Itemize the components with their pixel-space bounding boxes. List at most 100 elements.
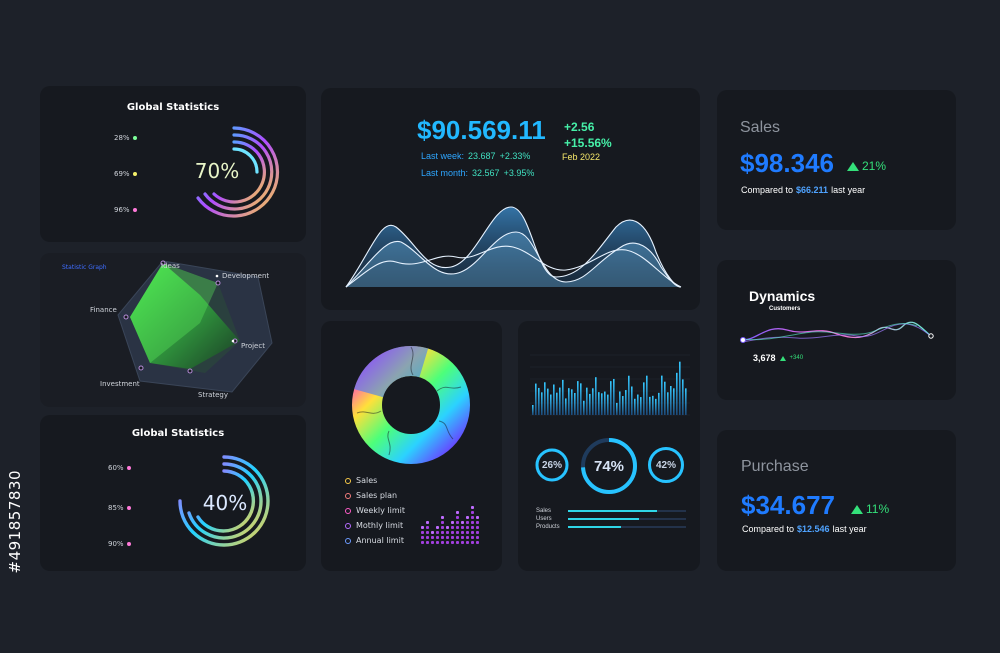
gauge-74: [581, 438, 637, 494]
matrix-dot: [476, 541, 479, 544]
bar: [628, 375, 630, 415]
bar: [571, 389, 573, 415]
matrix-dot: [451, 541, 454, 544]
bar: [637, 394, 639, 415]
radar-axis-label: Finance: [90, 306, 117, 314]
bar: [538, 387, 540, 415]
legend-item: Annual limit: [345, 533, 405, 548]
bar: [601, 393, 603, 415]
bar: [673, 388, 675, 415]
progress-row: Products: [536, 523, 686, 531]
matrix-dot: [446, 531, 449, 534]
bars-gauges-card: 26% 74% 42% Sales Users Products: [518, 321, 700, 571]
purchase-change: 11%: [851, 502, 889, 516]
matrix-dot: [466, 516, 469, 519]
radar-axis-label: Investment: [100, 380, 140, 388]
matrix-dot: [456, 531, 459, 534]
radial-progress-chart: [178, 455, 270, 547]
bar: [562, 379, 564, 415]
ring-dot-icon: [345, 522, 351, 529]
matrix-dot: [426, 541, 429, 544]
matrix-dot: [461, 521, 464, 524]
revenue-amount: $90.569.11: [417, 115, 546, 145]
bar: [685, 388, 687, 415]
bar: [586, 387, 588, 415]
legend-dot-icon: [132, 136, 137, 140]
matrix-dot: [421, 541, 424, 544]
matrix-dot: [431, 531, 434, 534]
matrix-dot: [456, 526, 459, 529]
progress-fill: [568, 510, 657, 512]
radar-axis-label: Project: [241, 342, 265, 350]
matrix-dot: [456, 536, 459, 539]
matrix-dot: [471, 511, 474, 514]
bar: [643, 382, 645, 415]
bar: [625, 390, 627, 415]
progress-row: Sales: [536, 507, 686, 515]
purchase-title: Purchase: [741, 458, 809, 475]
legend-item: 90%: [108, 538, 131, 550]
gauge-row: 26% 74% 42%: [518, 433, 700, 494]
ring-legend: 28% 69% 96%: [114, 132, 137, 216]
stock-id-watermark: #491857830: [6, 469, 24, 573]
matrix-dot: [476, 521, 479, 524]
matrix-dot: [456, 521, 459, 524]
progress-track: [568, 526, 686, 528]
matrix-dot: [451, 536, 454, 539]
legend-dot-icon: [126, 542, 131, 546]
statistic-graph-card: Statistic Graph Ideas Development Projec…: [40, 253, 306, 407]
matrix-dot: [421, 531, 424, 534]
radar-axis-label: Strategy: [198, 391, 228, 399]
matrix-dot: [471, 521, 474, 524]
arrow-up-icon: [847, 161, 859, 171]
sales-change: 21%: [847, 159, 886, 173]
radar-chart: [117, 260, 273, 393]
revenue-date: Feb 2022: [562, 152, 601, 162]
ring-dot-icon: [345, 537, 351, 544]
legend-item: 69%: [114, 168, 137, 180]
matrix-dot: [471, 506, 474, 509]
radar-axis-label: Ideas: [161, 262, 180, 270]
matrix-dot: [471, 531, 474, 534]
progress-fill: [568, 518, 639, 520]
bar: [556, 392, 558, 415]
global-statistics-card-top: Global Statistics 28% 69% 96% 70%: [40, 86, 306, 242]
matrix-dot: [471, 541, 474, 544]
last-month-row: Last month: 32.567 +3.95%: [421, 168, 535, 178]
dot-matrix-bars: [421, 506, 479, 544]
matrix-dot: [471, 526, 474, 529]
radial-progress-chart: [196, 126, 280, 218]
matrix-dot: [461, 531, 464, 534]
bar: [589, 393, 591, 415]
bar: [661, 375, 663, 415]
purchase-amount: $34.677: [741, 490, 835, 520]
bar: [640, 397, 642, 415]
bar: [532, 405, 534, 415]
legend-dot-icon: [126, 506, 131, 510]
gauge-label: 26%: [541, 460, 562, 471]
matrix-dot: [456, 516, 459, 519]
matrix-dot: [436, 526, 439, 529]
matrix-dot: [476, 526, 479, 529]
matrix-dot: [461, 541, 464, 544]
bar: [634, 398, 636, 415]
sales-compare: Compared to $66.211 last year: [741, 185, 866, 195]
ring-dot-icon: [345, 492, 351, 499]
bar: [670, 386, 672, 415]
dynamics-value: 3,678 +340: [753, 353, 804, 363]
matrix-dot: [441, 536, 444, 539]
progress-fill: [568, 526, 622, 528]
bar: [610, 381, 612, 415]
matrix-dot: [451, 526, 454, 529]
bar: [622, 396, 624, 415]
bar: [592, 388, 594, 415]
matrix-dot: [436, 531, 439, 534]
bar: [655, 398, 657, 415]
ring-dot-icon: [345, 507, 351, 514]
radar-title: Statistic Graph: [62, 264, 107, 271]
donut-chart: [352, 346, 470, 464]
gauge-26: [535, 448, 569, 482]
matrix-dot: [441, 521, 444, 524]
sales-amount: $98.346: [740, 148, 834, 178]
gauge-label: 42%: [655, 460, 676, 471]
